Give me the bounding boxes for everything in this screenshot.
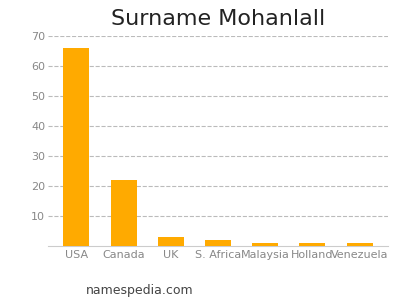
Bar — [158, 237, 184, 246]
Bar — [300, 243, 326, 246]
Bar — [63, 48, 89, 246]
Bar — [347, 243, 373, 246]
Text: namespedia.com: namespedia.com — [86, 284, 194, 297]
Bar — [110, 180, 136, 246]
Bar — [252, 243, 278, 246]
Title: Surname Mohanlall: Surname Mohanlall — [111, 9, 325, 29]
Bar — [205, 240, 231, 246]
